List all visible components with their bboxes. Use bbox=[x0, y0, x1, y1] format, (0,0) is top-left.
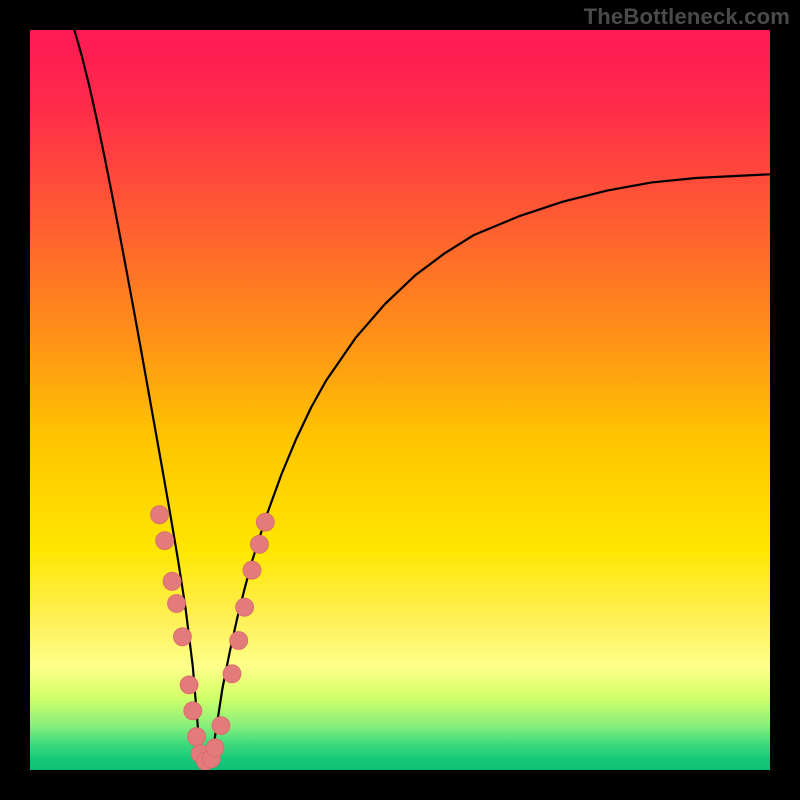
marker-dot bbox=[163, 572, 181, 590]
watermark-text: TheBottleneck.com bbox=[584, 4, 790, 30]
chart-stage: TheBottleneck.com bbox=[0, 0, 800, 800]
marker-dot bbox=[188, 728, 206, 746]
marker-dot bbox=[180, 676, 198, 694]
marker-dot bbox=[151, 506, 169, 524]
marker-dot bbox=[223, 665, 241, 683]
marker-dot bbox=[212, 717, 230, 735]
marker-dot bbox=[156, 532, 174, 550]
marker-dot bbox=[250, 535, 268, 553]
marker-dot bbox=[168, 595, 186, 613]
marker-dot bbox=[236, 598, 254, 616]
marker-dot bbox=[184, 702, 202, 720]
marker-dot bbox=[243, 561, 261, 579]
bottleneck-chart bbox=[0, 0, 800, 800]
marker-dot bbox=[256, 513, 274, 531]
marker-dot bbox=[206, 739, 224, 757]
marker-dot bbox=[230, 632, 248, 650]
marker-dot bbox=[173, 628, 191, 646]
plot-background bbox=[30, 30, 770, 770]
